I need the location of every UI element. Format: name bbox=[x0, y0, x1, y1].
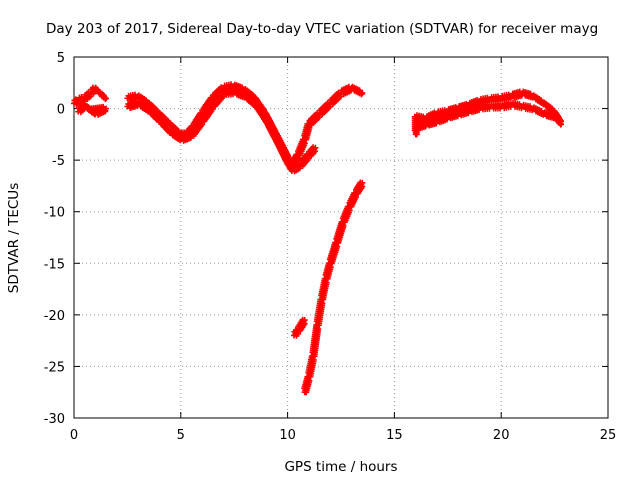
series-segment-4 bbox=[291, 316, 308, 339]
data-point bbox=[282, 157, 289, 164]
series-segment-5 bbox=[301, 179, 366, 396]
y-tick-label: -15 bbox=[44, 257, 65, 272]
data-point bbox=[153, 114, 160, 121]
data-point bbox=[142, 97, 149, 104]
x-tick-labels: 0 5 10 15 20 25 bbox=[70, 428, 616, 443]
x-axis-label: GPS time / hours bbox=[284, 459, 397, 475]
data-point bbox=[527, 103, 534, 110]
data-point bbox=[164, 125, 171, 132]
y-tick-label: 0 bbox=[57, 103, 65, 118]
data-point bbox=[516, 101, 523, 108]
data-point bbox=[538, 97, 545, 104]
data-point bbox=[142, 104, 149, 111]
series-segment-3-lower bbox=[412, 99, 565, 132]
x-tick-label: 5 bbox=[177, 428, 185, 443]
y-tick-label: -25 bbox=[44, 360, 65, 375]
series-segment-2-lower bbox=[124, 87, 319, 175]
data-point bbox=[505, 91, 512, 98]
data-point bbox=[100, 91, 107, 98]
data-point bbox=[558, 121, 565, 128]
y-tick-label: 5 bbox=[57, 51, 65, 66]
data-point bbox=[312, 144, 319, 151]
data-point bbox=[94, 86, 101, 93]
data-point bbox=[261, 107, 268, 114]
data-point bbox=[301, 317, 308, 324]
y-tick-label: -30 bbox=[44, 412, 65, 427]
data-point bbox=[441, 107, 448, 114]
data-point bbox=[175, 127, 182, 134]
y-tick-label: -5 bbox=[52, 154, 65, 169]
data-point bbox=[153, 107, 160, 114]
data-point bbox=[555, 117, 562, 124]
plot-area bbox=[73, 56, 609, 419]
y-tick-labels: 5 0 -5 -10 -15 -20 -25 -30 bbox=[44, 51, 65, 427]
data-point bbox=[88, 107, 95, 114]
x-tick-label: 15 bbox=[386, 428, 403, 443]
y-tick-label: -10 bbox=[44, 206, 65, 221]
data-point bbox=[272, 135, 279, 142]
x-tick-label: 0 bbox=[70, 428, 78, 443]
y-axis-label: SDTVAR / TECUs bbox=[6, 183, 22, 293]
data-point bbox=[359, 179, 366, 186]
x-tick-label: 10 bbox=[279, 428, 296, 443]
data-point bbox=[261, 115, 268, 122]
chart-title: Day 203 of 2017, Sidereal Day-to-day VTE… bbox=[46, 21, 598, 37]
data-series bbox=[71, 81, 565, 396]
series-segment-1b bbox=[75, 101, 110, 118]
y-tick-label: -20 bbox=[44, 309, 65, 324]
data-point bbox=[103, 95, 110, 102]
x-tick-label: 20 bbox=[493, 428, 510, 443]
data-point bbox=[359, 90, 366, 97]
grid bbox=[74, 57, 608, 418]
axis-ticks bbox=[73, 56, 609, 419]
x-tick-label: 25 bbox=[600, 428, 617, 443]
series-segment-1 bbox=[71, 84, 110, 108]
data-point bbox=[164, 117, 171, 124]
